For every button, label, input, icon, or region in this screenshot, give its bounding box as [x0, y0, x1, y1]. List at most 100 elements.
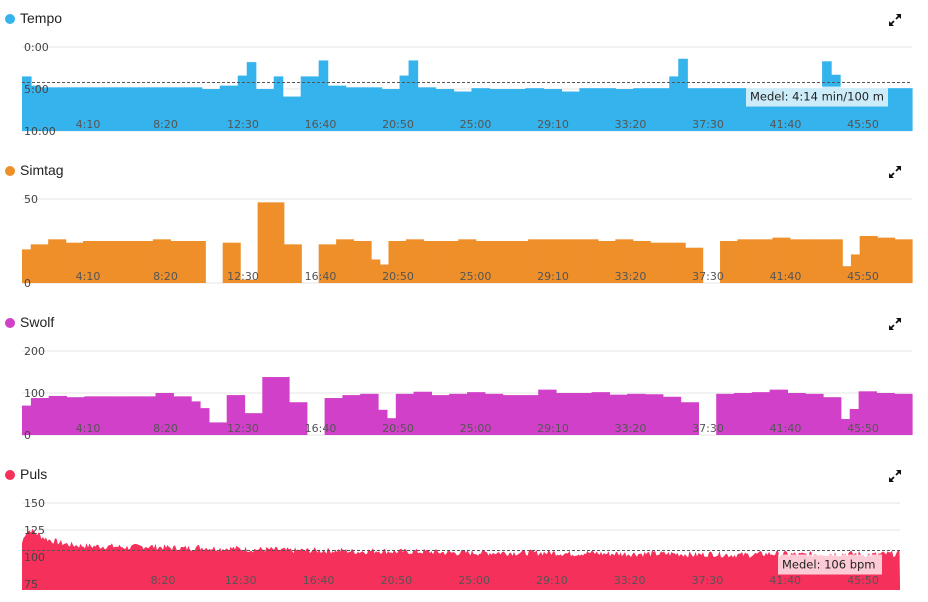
bar — [183, 87, 194, 131]
x-tick-label: 45:50 — [847, 270, 879, 283]
y-tick-label: 125 — [24, 524, 45, 537]
bar — [498, 89, 509, 131]
average-label-bg — [746, 86, 888, 107]
bar — [117, 241, 128, 283]
bar — [390, 89, 401, 131]
x-tick-label: 37:30 — [692, 270, 724, 283]
bar — [283, 244, 294, 283]
average-label-bg — [778, 554, 882, 575]
bar — [580, 239, 590, 283]
bar — [246, 62, 257, 132]
bar — [807, 239, 817, 283]
swolf-chart: 200 100 0 4:10 8:20 12:30 16:40 20:50 25:00 29:10… — [22, 345, 913, 442]
bar — [597, 88, 607, 131]
bar — [182, 396, 192, 435]
bar — [842, 266, 852, 283]
x-tick-label: 20:50 — [382, 422, 414, 435]
bar — [57, 395, 68, 435]
x-tick-label: 25:00 — [460, 422, 492, 435]
swolf-panel: Swolf 200 100 0 4:10 8:20 12:30 16:40 20:50 25:0… — [0, 304, 928, 456]
bar — [344, 239, 355, 283]
bar — [588, 88, 598, 131]
average-label: Medel: 106 bpm — [782, 558, 876, 572]
y-tick-label: 75 — [24, 578, 38, 591]
bar — [760, 392, 771, 435]
x-tick-label: 4:10 — [76, 118, 101, 131]
x-tick-label: 41:40 — [770, 422, 802, 435]
bar — [633, 88, 643, 131]
bar — [100, 241, 110, 283]
bar — [120, 87, 131, 131]
bar — [725, 393, 735, 435]
bar — [353, 241, 363, 283]
x-tick-label: 12:30 — [227, 270, 259, 283]
bar — [371, 259, 381, 283]
bar — [556, 393, 566, 435]
bar — [431, 395, 441, 435]
bar — [174, 87, 185, 131]
bar — [543, 89, 553, 131]
bar — [536, 239, 547, 283]
bar — [769, 389, 780, 435]
bar — [795, 88, 805, 131]
bar — [444, 89, 455, 131]
bar — [93, 396, 103, 435]
bar — [192, 87, 203, 131]
bar — [453, 91, 464, 131]
puls-chart: Medel: 106 bpm 150 125 100 75 8:20 12:30 16:40 2… — [22, 497, 900, 591]
bar — [650, 242, 660, 283]
bar — [693, 247, 704, 283]
bar — [573, 393, 584, 435]
bar — [669, 76, 679, 131]
bar — [859, 235, 869, 283]
bar — [196, 241, 206, 283]
bar — [273, 76, 284, 131]
bar — [734, 393, 744, 435]
bar — [282, 96, 293, 131]
bar — [362, 241, 372, 283]
bar — [805, 393, 815, 435]
bar — [84, 396, 94, 435]
bar — [333, 398, 343, 435]
bar — [318, 244, 328, 283]
bar — [840, 419, 851, 435]
bar — [502, 395, 513, 435]
x-tick-label: 45:50 — [847, 118, 879, 131]
bar — [547, 389, 557, 435]
simtag-expand-icon[interactable] — [887, 164, 903, 180]
bar — [858, 391, 869, 435]
simtag-legend-dot — [5, 166, 15, 176]
bar — [144, 241, 154, 283]
bar — [516, 89, 527, 131]
bar — [484, 241, 494, 283]
bar — [66, 87, 77, 131]
puls-panel: Puls Medel: 106 bpm 150 125 100 75 8:20 12:30 1… — [0, 456, 928, 602]
y-tick-label: 200 — [24, 345, 45, 358]
x-tick-label: 25:00 — [458, 574, 490, 587]
bar — [266, 202, 276, 283]
swolf-expand-icon[interactable] — [887, 316, 903, 332]
bar — [833, 239, 843, 283]
x-tick-label: 33:20 — [615, 270, 647, 283]
bar — [264, 89, 275, 131]
bar — [789, 239, 800, 283]
bar — [658, 242, 669, 283]
swolf-header: Swolf — [0, 304, 928, 332]
bar — [152, 239, 163, 283]
x-tick-label: 45:50 — [847, 422, 879, 435]
bar — [591, 392, 602, 435]
tempo-chart: Medel: 4:14 min/100 m 0:00 5:00 10:00 4:10 8:… — [22, 41, 913, 138]
x-tick-label: 37:30 — [692, 422, 724, 435]
bar — [742, 393, 753, 435]
bar — [22, 249, 32, 283]
bar — [255, 89, 266, 131]
bar — [200, 408, 210, 435]
bar — [210, 89, 221, 131]
bar — [671, 396, 682, 435]
bar — [824, 239, 835, 283]
tempo-expand-icon[interactable] — [887, 12, 903, 28]
bar — [147, 87, 158, 131]
bar — [235, 395, 246, 435]
puls-expand-icon[interactable] — [887, 468, 903, 484]
bar — [449, 241, 459, 283]
